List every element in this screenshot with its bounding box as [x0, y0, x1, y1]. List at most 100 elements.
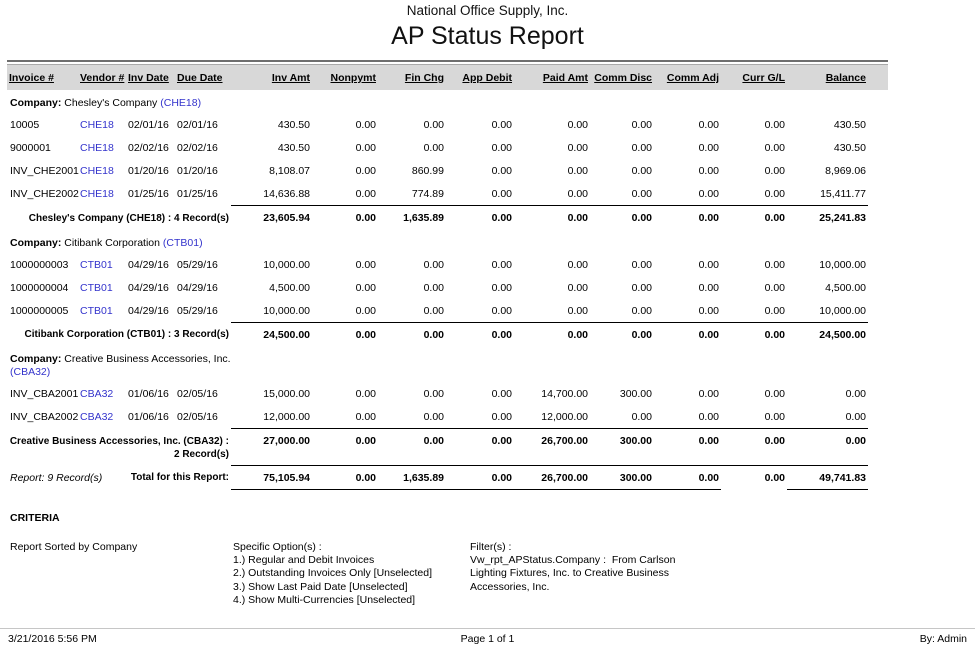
column-header-comm-adj: Comm Adj	[654, 65, 721, 90]
total-balance: 49,741.83	[787, 465, 868, 490]
footer-author: By: Admin	[919, 633, 967, 645]
inv-date-cell: 01/25/16	[128, 188, 169, 200]
subtotal-inv-amt: 27,000.00	[231, 428, 312, 466]
amount-cell-comm-disc: 0.00	[631, 119, 652, 131]
amount-cell-inv-amt: 430.50	[277, 119, 310, 131]
amount-cell-comm-adj: 0.00	[698, 304, 719, 317]
criteria-option-item: 2.) Outstanding Invoices Only [Unselecte…	[233, 567, 433, 580]
vendor-cell: CBA32	[78, 405, 126, 429]
subtotal-comm-adj: 0.00	[654, 428, 721, 466]
filler-cell	[868, 206, 888, 230]
criteria-options-title: Specific Option(s) :	[233, 541, 322, 553]
vendor-link[interactable]: CHE18	[80, 119, 114, 131]
subtotal-curr-gl: 0.00	[721, 321, 787, 346]
subtotal-label: Citibank Corporation (CTB01) : 3 Record(…	[24, 329, 229, 340]
vendor-link[interactable]: CHE18	[80, 188, 114, 200]
amount-cell-paid-amt: 0.00	[567, 258, 588, 271]
amount-cell-comm-disc: 0.00	[631, 281, 652, 294]
amount-cell-comm-adj: 0.00	[698, 281, 719, 294]
invoice-number-cell: 1000000005	[10, 304, 69, 317]
amount-cell-comm-adj: 0.00	[698, 188, 719, 200]
vendor-cell: CTB01	[78, 299, 126, 323]
amount-cell-app-debit: 0.00	[491, 411, 512, 423]
invoice-row: 1000000004 CTB01 04/29/16 04/29/16 4,500.00 0…	[7, 276, 888, 299]
vendor-cell: CBA32	[78, 382, 126, 405]
company-row: Company: Citibank Corporation (CTB01)	[7, 230, 888, 253]
amount-cell-comm-disc: 0.00	[631, 411, 652, 423]
company-prefix-label: Company:	[10, 97, 62, 109]
amount-cell-inv-amt: 12,000.00	[263, 411, 310, 423]
company-row: Company: Creative Business Accessories, …	[7, 346, 888, 382]
column-header-comm-disc: Comm Disc	[590, 65, 654, 90]
invoice-number-cell: 9000001	[10, 142, 51, 154]
amount-cell-comm-disc: 0.00	[631, 165, 652, 177]
filler-cell	[868, 466, 888, 490]
vendor-link[interactable]: CHE18	[80, 165, 114, 177]
subtotal-comm-adj: 0.00	[654, 205, 721, 230]
invoice-row: 1000000003 CTB01 04/29/16 05/29/16 10,000.00…	[7, 253, 888, 276]
subtotal-paid-amt: 26,700.00	[514, 428, 590, 466]
vendor-link[interactable]: CTB01	[80, 258, 113, 271]
invoice-number-cell: INV_CHE2001	[10, 165, 79, 177]
filler-cell	[868, 405, 888, 429]
company-prefix-label: Company:	[10, 236, 62, 249]
invoice-row: 9000001 CHE18 02/02/16 02/02/16 430.50 0.00 0.…	[7, 136, 888, 159]
criteria-filters-title: Filter(s) :	[470, 541, 512, 553]
inv-date-cell: 04/29/16	[128, 281, 169, 294]
inv-date-cell: 04/29/16	[128, 304, 169, 317]
amount-cell-inv-amt: 8,108.07	[269, 165, 310, 177]
company-name: Creative Business Accessories, Inc.	[64, 353, 231, 365]
company-code-link[interactable]: (CHE18)	[160, 97, 202, 109]
subtotal-comm-adj: 0.00	[654, 321, 721, 346]
amount-cell-balance: 430.50	[833, 142, 866, 154]
report-record-count: Report: 9 Record(s)	[10, 471, 103, 484]
vendor-link[interactable]: CHE18	[80, 142, 114, 154]
amount-cell-balance: 0.00	[845, 388, 866, 400]
amount-cell-comm-disc: 0.00	[631, 142, 652, 154]
amount-cell-app-debit: 0.00	[491, 188, 512, 200]
vendor-cell: CTB01	[78, 276, 126, 299]
report-total-row: Report: 9 Record(s) Total for this Report…	[7, 465, 888, 490]
due-date-cell: 01/25/16	[177, 188, 218, 200]
amount-cell-comm-disc: 0.00	[631, 188, 652, 200]
vendor-link[interactable]: CBA32	[80, 411, 114, 423]
amount-cell-curr-gl: 0.00	[764, 388, 785, 400]
vendor-link[interactable]: CBA32	[80, 388, 114, 400]
column-header-due-date: Due Date	[175, 65, 231, 90]
vendor-cell: CHE18	[78, 136, 126, 159]
amount-cell-curr-gl: 0.00	[764, 411, 785, 423]
amount-cell-paid-amt: 0.00	[567, 119, 588, 131]
vendor-link[interactable]: CTB01	[80, 304, 113, 317]
amount-cell-fin-chg: 0.00	[423, 304, 444, 317]
total-nonpymt: 0.00	[312, 465, 378, 490]
report-title: AP Status Report	[391, 22, 584, 50]
company-prefix-label: Company:	[10, 353, 62, 365]
invoice-number-cell: INV_CBA2002	[10, 411, 79, 423]
column-header-inv-date: Inv Date	[126, 65, 175, 90]
company-code-link[interactable]: (CBA32)	[10, 366, 51, 378]
company-label: Company: Creative Business Accessories, …	[10, 353, 242, 379]
criteria-filter-line: Accessories, Inc.	[470, 580, 550, 593]
due-date-cell: 02/05/16	[177, 411, 218, 423]
company-code-link[interactable]: (CTB01)	[162, 236, 203, 249]
filler-cell	[868, 136, 888, 159]
invoice-number-cell: 10005	[10, 119, 40, 131]
amount-cell-paid-amt: 0.00	[567, 304, 588, 317]
amount-cell-balance: 0.00	[845, 411, 866, 423]
invoice-row: 1000000005 CTB01 04/29/16 05/29/16 10,000.00…	[7, 299, 888, 323]
amount-cell-fin-chg: 0.00	[423, 388, 444, 400]
amount-cell-fin-chg: 0.00	[423, 281, 444, 294]
due-date-cell: 02/01/16	[177, 119, 218, 131]
column-header-fin-chg: Fin Chg	[378, 65, 446, 90]
filler-cell	[868, 159, 888, 182]
invoice-row: INV_CHE2001 CHE18 01/20/16 01/20/16 8,108.07…	[7, 159, 888, 182]
amount-cell-comm-disc: 0.00	[631, 304, 652, 317]
amount-cell-app-debit: 0.00	[491, 142, 512, 154]
criteria-option-item: 4.) Show Multi-Currencies [Unselected]	[233, 593, 416, 606]
amount-cell-curr-gl: 0.00	[764, 188, 785, 200]
amount-cell-paid-amt: 0.00	[567, 165, 588, 177]
vendor-link[interactable]: CTB01	[80, 281, 113, 294]
subtotal-app-debit: 0.00	[446, 205, 514, 230]
amount-cell-paid-amt: 0.00	[567, 142, 588, 154]
